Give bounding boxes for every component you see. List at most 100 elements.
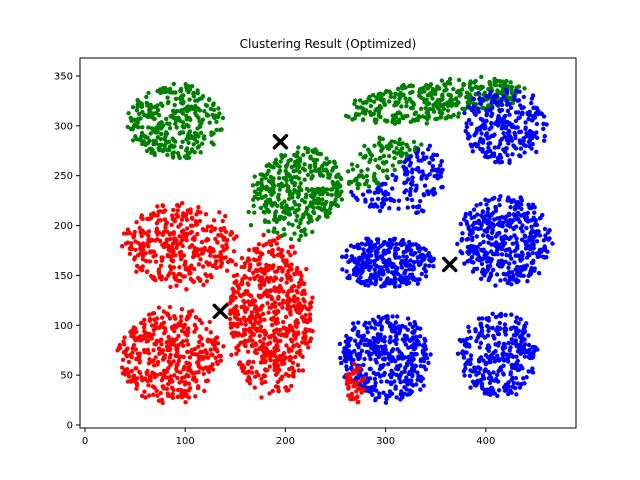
data-point xyxy=(536,229,541,234)
data-point xyxy=(320,163,325,168)
data-point xyxy=(503,146,509,151)
data-point xyxy=(523,246,529,251)
data-point xyxy=(423,367,428,372)
data-point xyxy=(183,400,188,405)
data-point xyxy=(471,96,477,102)
data-point xyxy=(489,212,494,218)
data-point xyxy=(464,121,469,126)
x-tick-label: 100 xyxy=(176,436,195,447)
data-point xyxy=(257,250,263,255)
data-point xyxy=(467,373,473,378)
data-point xyxy=(148,212,154,217)
data-point xyxy=(284,280,289,285)
data-point xyxy=(431,89,436,95)
data-point xyxy=(192,329,197,334)
data-point xyxy=(366,184,372,189)
data-point xyxy=(287,189,292,194)
data-point xyxy=(386,248,391,254)
data-point xyxy=(221,255,226,261)
data-point xyxy=(389,368,394,373)
data-point xyxy=(294,318,300,323)
data-point xyxy=(384,261,389,266)
data-point xyxy=(506,141,511,146)
data-point xyxy=(271,278,276,283)
data-point xyxy=(518,202,524,207)
data-point xyxy=(258,172,263,177)
data-point xyxy=(377,208,383,214)
data-point xyxy=(513,333,518,338)
data-point xyxy=(169,253,174,259)
data-point xyxy=(303,209,309,215)
data-point xyxy=(497,152,503,158)
data-point xyxy=(177,380,182,385)
data-point xyxy=(298,220,303,226)
data-point xyxy=(468,79,473,84)
data-point xyxy=(223,229,229,234)
data-point xyxy=(514,392,519,397)
data-point xyxy=(394,241,399,247)
data-point xyxy=(518,317,523,322)
data-point xyxy=(498,278,503,283)
data-point xyxy=(159,397,165,402)
data-point xyxy=(418,106,424,112)
data-point xyxy=(186,330,191,335)
data-point xyxy=(416,245,422,250)
data-point xyxy=(508,105,514,111)
data-point xyxy=(413,242,419,247)
data-point xyxy=(473,84,479,90)
data-point xyxy=(142,329,147,334)
data-point xyxy=(405,392,410,397)
data-point xyxy=(308,304,313,310)
data-point xyxy=(142,230,148,236)
data-point xyxy=(523,266,528,271)
data-point xyxy=(253,305,258,310)
data-point xyxy=(525,279,530,284)
data-point xyxy=(469,255,475,260)
data-point xyxy=(403,114,408,119)
data-point xyxy=(216,106,221,111)
data-point xyxy=(161,375,166,380)
data-point xyxy=(192,130,198,136)
data-point xyxy=(369,153,375,158)
data-point xyxy=(147,138,152,144)
data-point xyxy=(130,105,136,110)
data-point xyxy=(307,301,313,306)
data-point xyxy=(281,325,287,331)
data-point xyxy=(501,363,506,368)
data-point xyxy=(500,220,506,225)
data-point xyxy=(469,121,474,127)
data-point xyxy=(149,215,154,221)
data-point xyxy=(494,328,499,333)
data-point xyxy=(179,314,184,319)
data-point xyxy=(368,275,373,281)
data-point xyxy=(361,155,366,160)
data-point xyxy=(542,226,548,232)
data-point xyxy=(493,377,499,382)
data-point xyxy=(372,267,377,272)
data-point xyxy=(362,143,367,149)
data-point xyxy=(153,253,158,258)
data-point xyxy=(312,187,318,193)
data-point xyxy=(136,125,141,130)
data-point xyxy=(516,272,521,278)
data-point xyxy=(281,319,286,325)
data-point xyxy=(376,394,382,400)
data-point xyxy=(176,358,182,363)
data-point xyxy=(501,372,506,377)
data-point xyxy=(201,282,206,288)
data-point xyxy=(511,273,516,278)
data-point xyxy=(219,228,224,233)
data-point xyxy=(334,188,339,194)
data-point xyxy=(289,355,294,361)
data-point xyxy=(199,247,204,252)
data-point xyxy=(419,271,424,277)
data-point xyxy=(486,141,491,146)
data-point xyxy=(166,139,172,144)
data-point xyxy=(488,386,493,391)
data-point xyxy=(181,211,186,216)
data-point xyxy=(355,332,361,338)
data-point xyxy=(296,331,301,336)
data-point xyxy=(147,107,152,113)
data-point xyxy=(279,181,284,186)
data-point xyxy=(478,226,483,231)
